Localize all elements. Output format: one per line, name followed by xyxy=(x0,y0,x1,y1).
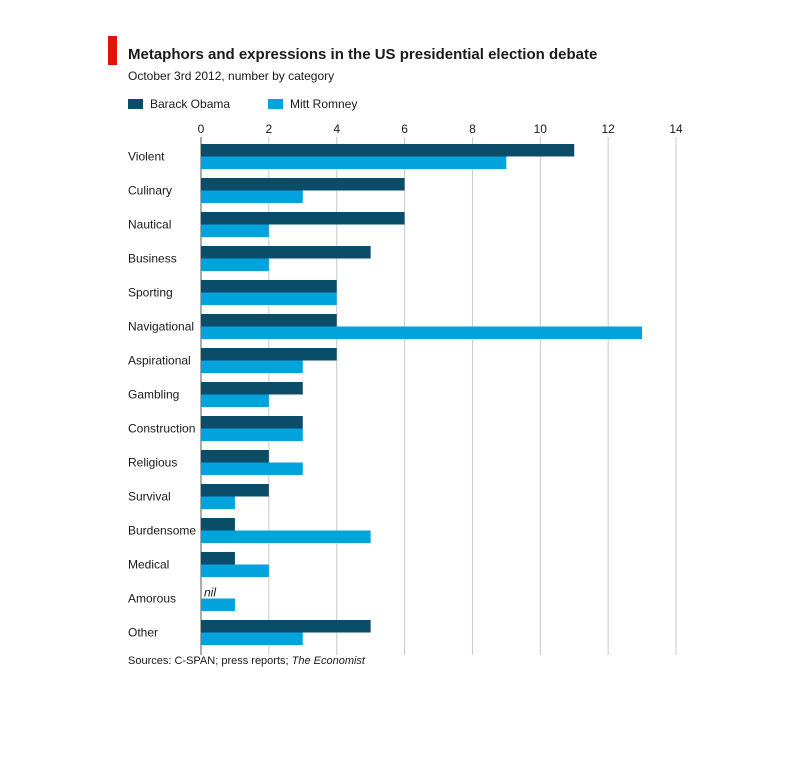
x-tick-label: 0 xyxy=(198,122,205,136)
category-label: Business xyxy=(128,252,177,266)
legend-swatch-obama xyxy=(128,99,143,109)
bar-romney xyxy=(201,258,269,271)
bar-obama xyxy=(201,552,235,565)
chart-subtitle: October 3rd 2012, number by category xyxy=(128,69,335,83)
category-label: Culinary xyxy=(128,184,172,198)
source-text: Sources: C-SPAN; press reports; xyxy=(128,655,292,667)
category-label: Burdensome xyxy=(128,524,196,538)
bar-romney xyxy=(201,224,269,237)
legend-swatch-romney xyxy=(268,99,283,109)
bar-obama xyxy=(201,246,371,259)
category-label: Sporting xyxy=(128,286,173,300)
bar-romney xyxy=(201,632,303,645)
bar-obama xyxy=(201,212,405,225)
x-tick-label: 8 xyxy=(469,122,476,136)
bar-obama xyxy=(201,382,303,395)
category-label: Other xyxy=(128,626,158,640)
bar-obama xyxy=(201,518,235,531)
bar-obama xyxy=(201,484,269,497)
bar-romney xyxy=(201,190,303,203)
legend-label-romney: Mitt Romney xyxy=(290,97,358,111)
x-tick-label: 2 xyxy=(266,122,273,136)
category-label: Aspirational xyxy=(128,354,191,368)
category-label: Religious xyxy=(128,456,177,470)
annotation-nil: nil xyxy=(204,586,216,600)
category-label: Navigational xyxy=(128,320,194,334)
bar-obama xyxy=(201,144,575,157)
bar-obama xyxy=(201,416,303,429)
bar-romney xyxy=(201,530,371,543)
x-tick-label: 12 xyxy=(601,122,615,136)
bar-romney xyxy=(201,326,643,339)
bar-romney xyxy=(201,564,269,577)
category-label: Construction xyxy=(128,422,195,436)
legend-label-obama: Barack Obama xyxy=(150,97,231,111)
bar-obama xyxy=(201,348,337,361)
accent-tab xyxy=(108,36,117,65)
bar-romney xyxy=(201,394,269,407)
x-tick-label: 14 xyxy=(669,122,683,136)
source-publication: The Economist xyxy=(291,655,365,667)
bar-obama xyxy=(201,450,269,463)
bar-romney xyxy=(201,156,507,169)
bar-romney xyxy=(201,292,337,305)
bar-romney xyxy=(201,462,303,475)
legend-item-obama: Barack Obama xyxy=(128,97,230,111)
category-label: Violent xyxy=(128,150,165,164)
bar-romney xyxy=(201,598,235,611)
bar-obama xyxy=(201,620,371,633)
category-label: Medical xyxy=(128,558,169,572)
category-label: Gambling xyxy=(128,388,179,402)
chart-title: Metaphors and expressions in the US pres… xyxy=(128,46,598,63)
bar-romney xyxy=(201,360,303,373)
x-tick-label: 10 xyxy=(534,122,548,136)
source-note: Sources: C-SPAN; press reports; The Econ… xyxy=(128,655,365,667)
category-label: Amorous xyxy=(128,592,176,606)
bar-obama xyxy=(201,314,337,327)
legend-item-romney: Mitt Romney xyxy=(268,97,357,111)
category-label: Survival xyxy=(128,490,171,504)
bar-romney xyxy=(201,496,235,509)
bar-obama xyxy=(201,178,405,191)
x-tick-label: 6 xyxy=(401,122,408,136)
bar-obama xyxy=(201,280,337,293)
x-tick-label: 4 xyxy=(333,122,340,136)
bar-romney xyxy=(201,428,303,441)
category-label: Nautical xyxy=(128,218,171,232)
